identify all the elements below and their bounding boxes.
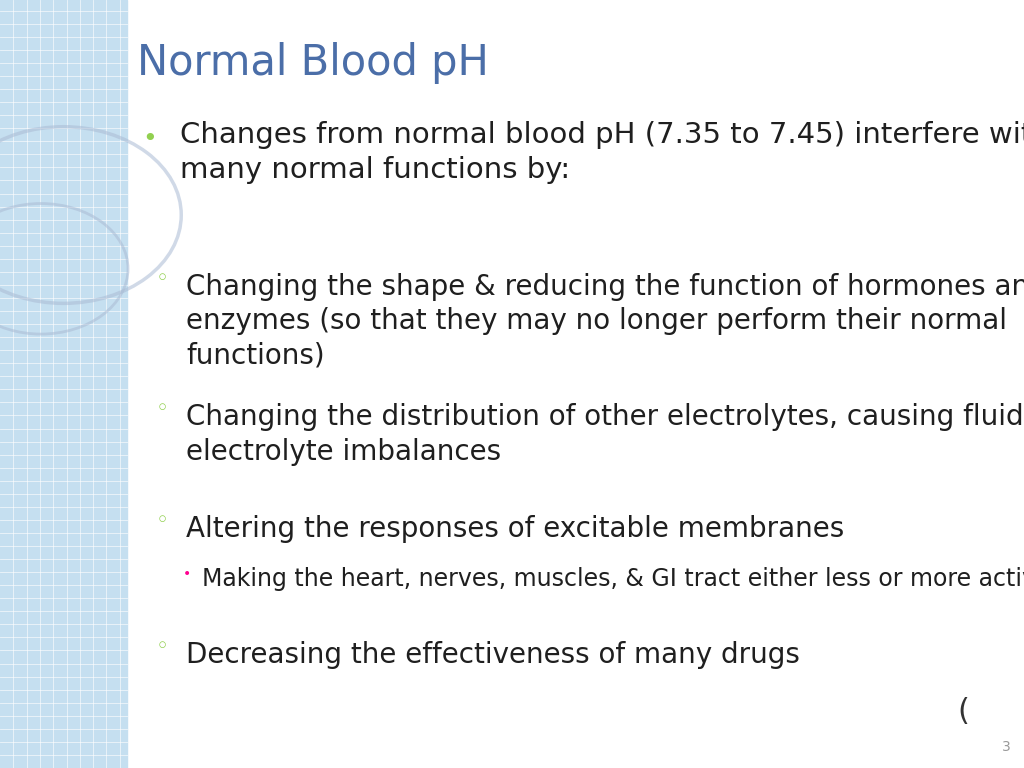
- Text: Decreasing the effectiveness of many drugs: Decreasing the effectiveness of many dru…: [186, 641, 800, 669]
- Text: ◦: ◦: [156, 269, 169, 289]
- Text: Changes from normal blood pH (7.35 to 7.45) interfere with
many normal functions: Changes from normal blood pH (7.35 to 7.…: [180, 121, 1024, 184]
- Text: •: •: [183, 567, 191, 581]
- Text: Changing the distribution of other electrolytes, causing fluid and
electrolyte i: Changing the distribution of other elect…: [186, 403, 1024, 466]
- Text: Changing the shape & reducing the function of hormones and
enzymes (so that they: Changing the shape & reducing the functi…: [186, 273, 1024, 370]
- Text: ◦: ◦: [156, 511, 169, 531]
- Text: ◦: ◦: [156, 637, 169, 657]
- Text: Altering the responses of excitable membranes: Altering the responses of excitable memb…: [186, 515, 845, 542]
- Text: •: •: [142, 127, 157, 151]
- Text: Normal Blood pH: Normal Blood pH: [137, 42, 489, 84]
- Text: (: (: [957, 697, 970, 726]
- Text: 3: 3: [1001, 740, 1011, 754]
- Bar: [0, 0, 127, 768]
- Text: ◦: ◦: [156, 399, 169, 419]
- Text: Making the heart, nerves, muscles, & GI tract either less or more active: Making the heart, nerves, muscles, & GI …: [202, 567, 1024, 591]
